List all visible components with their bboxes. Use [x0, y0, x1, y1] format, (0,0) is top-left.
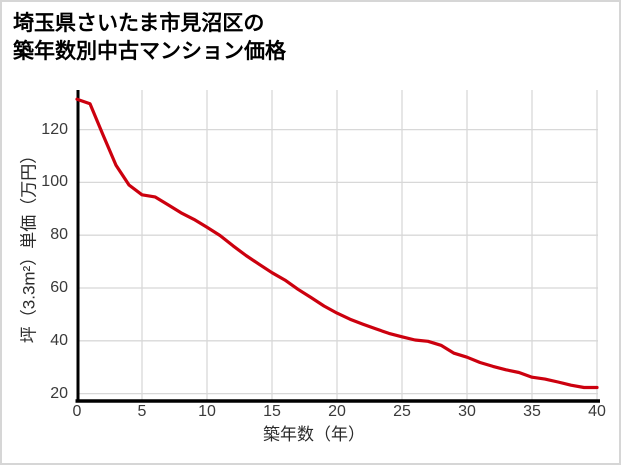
- y-axis-title: 坪（3.3m²）単価（万円）: [19, 146, 39, 344]
- x-tick-label: 5: [137, 403, 147, 420]
- x-tick-label: 30: [458, 403, 476, 420]
- y-tick-label: 60: [50, 279, 68, 296]
- y-tick-label: 80: [50, 226, 68, 244]
- price-line-series: [75, 97, 599, 390]
- chart-title-line2: 築年数別中古マンション価格: [13, 40, 286, 63]
- x-tick-label: 15: [263, 403, 281, 420]
- x-tick-label: 0: [72, 403, 82, 420]
- x-tick-label: 20: [328, 403, 346, 420]
- y-tick-label: 100: [41, 173, 68, 191]
- y-tick-label: 20: [50, 384, 68, 402]
- x-tick-label: 35: [523, 403, 541, 420]
- x-tick-label: 10: [198, 403, 216, 420]
- chart-title-line1: 埼玉県さいたま市見沼区の: [13, 12, 265, 35]
- x-tick-label: 25: [393, 403, 411, 420]
- y-tick-label: 40: [50, 331, 68, 349]
- x-axis-title: 築年数（年）: [263, 425, 365, 444]
- y-tick-label: 120: [41, 120, 68, 138]
- x-tick-label: 40: [588, 403, 606, 420]
- chart-title: 埼玉県さいたま市見沼区の 築年数別中古マンション価格: [13, 10, 286, 66]
